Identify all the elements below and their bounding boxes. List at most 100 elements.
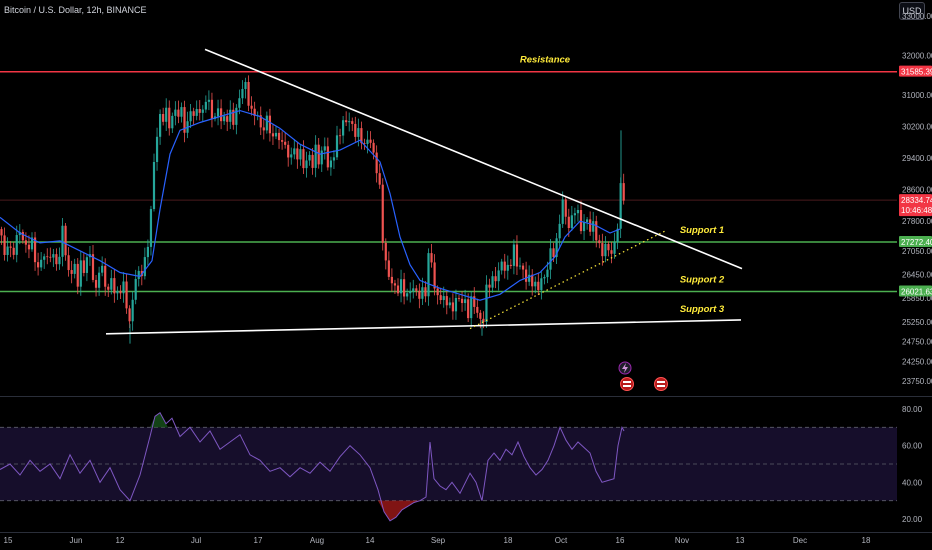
candle <box>451 293 454 320</box>
price-label-bg <box>899 285 932 297</box>
candle-body <box>119 291 122 294</box>
candle-body <box>442 296 445 301</box>
flag-icon[interactable] <box>654 377 668 391</box>
candle <box>430 244 433 268</box>
candle <box>40 251 43 271</box>
candle <box>70 260 73 284</box>
candle-body <box>49 256 52 258</box>
candle <box>601 233 604 266</box>
candle-body <box>82 260 85 273</box>
candle-body <box>259 115 262 128</box>
candle <box>506 255 509 280</box>
candle-body <box>335 135 339 158</box>
candle-body <box>454 297 458 312</box>
candle <box>110 269 113 295</box>
candle-body <box>488 284 491 288</box>
lightning-icon[interactable] <box>618 361 632 375</box>
candle-body <box>357 128 360 137</box>
candle <box>399 269 403 303</box>
candle <box>171 112 174 134</box>
time-tick-label: 18 <box>862 536 871 545</box>
candle <box>271 123 275 145</box>
candle <box>64 223 67 261</box>
candle <box>503 253 506 279</box>
candle <box>177 100 180 124</box>
candle-body <box>622 183 625 201</box>
candle <box>360 121 363 150</box>
candle-body <box>549 248 552 270</box>
candle <box>540 270 543 300</box>
candle-body <box>287 144 290 158</box>
candle <box>543 274 546 285</box>
candle-body <box>195 109 198 116</box>
flag-icon[interactable] <box>620 377 634 391</box>
candle <box>305 151 308 178</box>
candle <box>406 288 409 301</box>
time-tick-label: Oct <box>555 536 568 545</box>
candle-body <box>9 246 12 248</box>
candle <box>573 207 576 224</box>
candle-body <box>582 221 586 232</box>
candle <box>555 232 558 264</box>
candle <box>509 259 512 269</box>
candle-body <box>589 219 592 232</box>
candle-body <box>451 302 454 312</box>
candle-body <box>607 243 610 251</box>
candle <box>159 109 162 145</box>
candle <box>323 137 326 160</box>
candle <box>226 109 229 132</box>
candle-body <box>76 263 79 287</box>
candle <box>369 131 372 149</box>
candle <box>116 286 119 300</box>
price-label-bg <box>899 236 932 248</box>
candle <box>55 248 58 271</box>
candle <box>43 253 46 269</box>
candle-body <box>122 281 125 294</box>
candle-body <box>171 115 174 129</box>
candle <box>497 262 500 291</box>
candle <box>33 231 37 271</box>
candle-body <box>52 254 55 258</box>
lightning-icon-glyph <box>622 363 628 373</box>
candle-body <box>543 277 546 279</box>
candle <box>52 248 55 267</box>
candle <box>357 118 360 147</box>
time-axis[interactable]: 15 Jun 12 Jul 17 Aug 14 Sep 18 Oct 16 Nov 13 Dec 18 <box>4 536 871 545</box>
price-axis[interactable]: 33000.00 32000.00 31000.00 30200.00 29400.00… <box>899 12 932 524</box>
candle <box>277 128 281 149</box>
candle-body <box>470 296 473 319</box>
rsi-panel <box>0 411 897 522</box>
candle <box>521 262 525 279</box>
candle <box>442 286 445 308</box>
candle <box>274 126 278 140</box>
candle <box>393 279 397 295</box>
candle <box>259 106 262 135</box>
candle <box>189 104 192 128</box>
candle-body <box>30 237 34 250</box>
candle <box>244 77 247 99</box>
candle <box>149 205 153 256</box>
candle-body <box>104 265 107 287</box>
candle <box>168 100 171 136</box>
candle <box>558 214 561 248</box>
candle-body <box>396 285 400 294</box>
candle-body <box>296 148 299 160</box>
candle-body <box>277 132 281 141</box>
candle-body <box>460 298 464 304</box>
candle <box>265 111 268 134</box>
candle <box>82 252 85 277</box>
candle <box>165 98 168 131</box>
candle-body <box>314 144 317 168</box>
candle-body <box>201 109 204 113</box>
candle <box>220 99 223 130</box>
currency-button[interactable]: USD <box>899 2 925 20</box>
candle-body <box>125 281 128 309</box>
candle <box>534 276 537 294</box>
candle-body <box>598 240 601 244</box>
candle-body <box>329 160 332 168</box>
moving-average-line <box>0 109 621 301</box>
candle-body <box>152 161 156 210</box>
candle <box>287 140 290 167</box>
